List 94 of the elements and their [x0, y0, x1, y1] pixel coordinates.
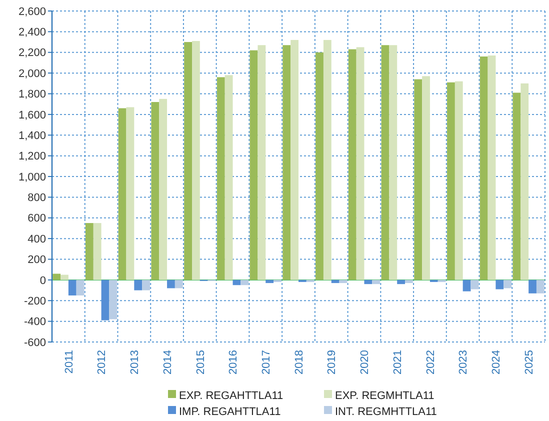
y-tick-label: 2,000 — [18, 68, 46, 80]
bar — [389, 45, 398, 280]
x-tick-label: 2014 — [162, 350, 174, 374]
bar — [381, 45, 390, 280]
bar — [438, 280, 446, 282]
bar — [266, 280, 274, 284]
bar — [167, 280, 175, 288]
y-tick-label: 1,400 — [18, 130, 46, 142]
x-tick-label: 2021 — [392, 350, 404, 374]
bar — [52, 274, 61, 280]
y-tick-label: 2,200 — [18, 47, 46, 60]
bar — [447, 82, 455, 280]
x-tick-label: 2017 — [260, 350, 272, 374]
bar — [536, 280, 544, 294]
y-tick-label: 200 — [28, 254, 46, 266]
bar — [298, 280, 306, 282]
bar — [250, 50, 258, 280]
bar — [480, 56, 488, 280]
x-tick-label: 2025 — [523, 350, 536, 374]
bar — [118, 108, 126, 280]
legend-label: EXP. REGMHTLA11 — [335, 390, 434, 402]
bar — [323, 40, 332, 280]
bar — [60, 274, 68, 280]
bar — [488, 55, 496, 280]
x-tick-label: 2022 — [424, 350, 437, 374]
bar — [339, 280, 348, 284]
bar — [356, 47, 364, 280]
y-tick-label: 1,200 — [18, 150, 46, 163]
bar — [258, 45, 266, 280]
bar — [372, 280, 380, 284]
x-tick-label: 2020 — [359, 350, 372, 374]
y-tick-label: 1,000 — [18, 171, 46, 184]
bar — [68, 280, 76, 296]
legend-label: EXP. REGAHTTLA11 — [179, 390, 284, 402]
bar — [109, 280, 118, 320]
bar — [76, 280, 84, 296]
bar — [184, 42, 192, 280]
bar — [290, 40, 298, 280]
bar — [512, 92, 521, 280]
bar — [316, 52, 324, 280]
bar — [364, 280, 372, 284]
bar — [496, 280, 504, 290]
bar — [348, 49, 356, 280]
x-tick-label: 2023 — [458, 350, 470, 374]
y-tick-label: 1,600 — [18, 109, 46, 122]
legend-label: INT. REGMHTTLA11 — [335, 406, 437, 418]
bar — [192, 40, 200, 280]
legend-label: IMP. REGAHTTLA11 — [179, 406, 281, 418]
bar — [470, 280, 479, 290]
y-tick-label: -200 — [24, 295, 46, 308]
bar — [86, 223, 94, 280]
bar — [422, 76, 430, 280]
y-tick-label: -400 — [24, 316, 46, 328]
x-tick-label: 2024 — [490, 350, 503, 374]
bar — [126, 107, 134, 280]
x-tick-label: 2019 — [326, 350, 338, 374]
bar — [528, 280, 536, 294]
y-tick-label: 1,800 — [18, 88, 46, 101]
y-tick-label: 600 — [28, 212, 46, 225]
bar — [101, 280, 110, 320]
y-tick-label: -600 — [24, 336, 46, 349]
bar — [414, 79, 422, 280]
bar — [520, 83, 529, 280]
y-tick-label: 0 — [40, 274, 46, 287]
bar — [405, 280, 413, 284]
bar — [232, 280, 241, 286]
x-tick-label: 2011 — [63, 350, 76, 374]
y-tick-label: 800 — [28, 192, 46, 204]
bar — [93, 223, 102, 280]
bar — [216, 77, 225, 280]
bar — [454, 81, 463, 280]
x-tick-label: 2012 — [96, 350, 108, 374]
y-tick-label: 2,600 — [18, 6, 46, 18]
bar — [331, 280, 340, 284]
bar — [504, 280, 512, 288]
y-tick-label: 2,400 — [18, 26, 46, 39]
x-tick-label: 2015 — [194, 350, 207, 374]
bar — [274, 280, 282, 282]
y-tick-label: 400 — [28, 233, 46, 246]
x-tick-label: 2013 — [129, 350, 142, 374]
bar — [397, 280, 405, 284]
bar — [159, 98, 168, 280]
bar — [430, 280, 438, 282]
bar — [306, 280, 314, 282]
x-tick-label: 2016 — [228, 350, 240, 374]
bar — [282, 45, 291, 280]
bar — [134, 280, 142, 290]
bar — [240, 280, 249, 286]
bar — [224, 75, 233, 280]
bar — [462, 280, 471, 292]
bar — [142, 280, 150, 290]
bar — [151, 102, 160, 280]
bar — [174, 280, 183, 288]
x-tick-label: 2018 — [293, 350, 306, 374]
